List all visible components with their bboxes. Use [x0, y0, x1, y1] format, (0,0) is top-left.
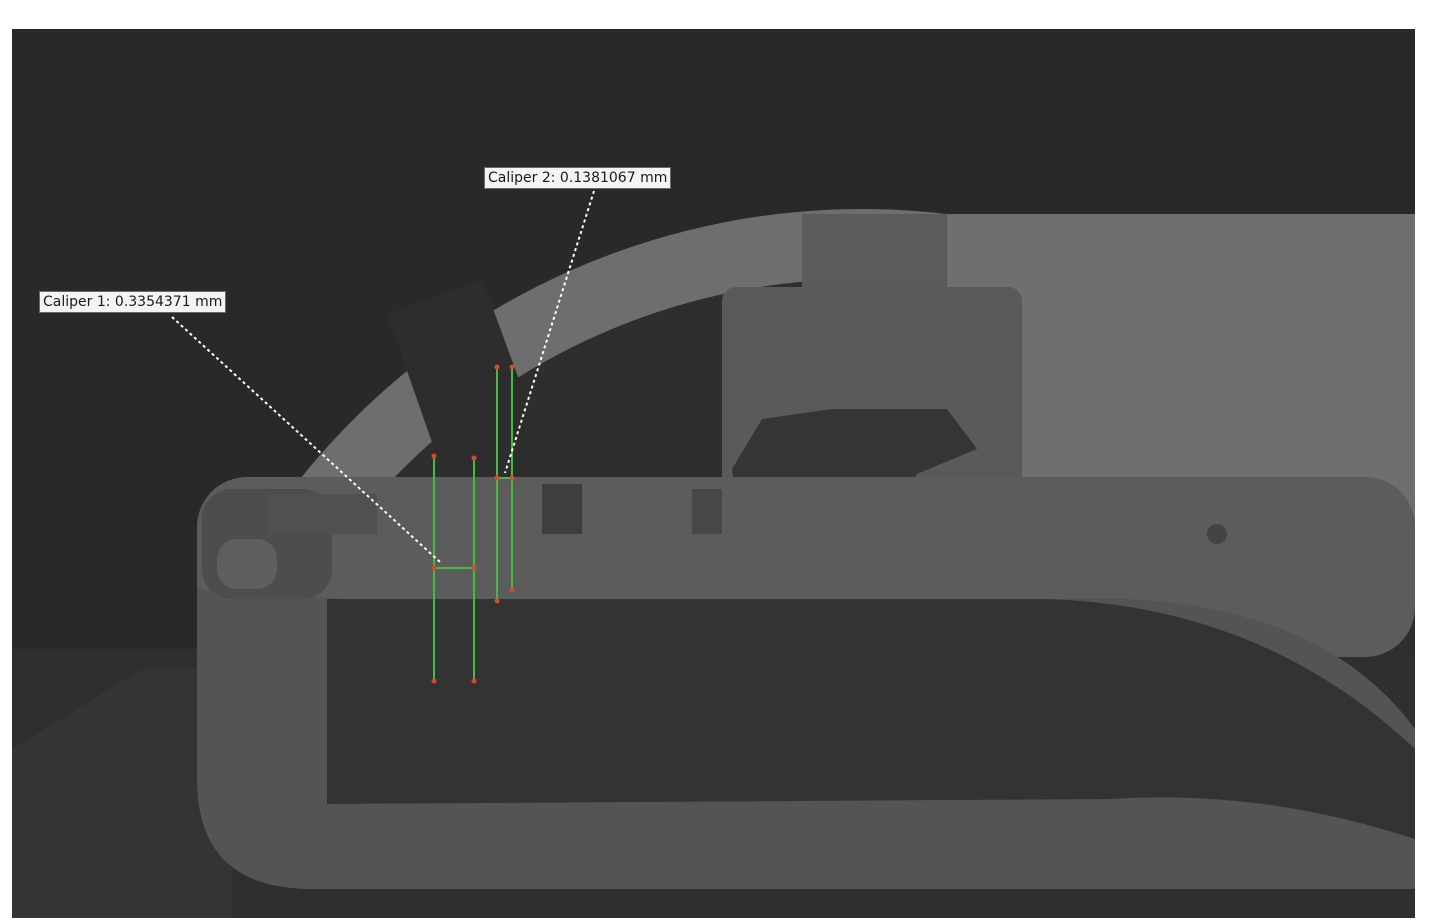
caliper-2-endpoint[interactable] — [494, 364, 500, 370]
caliper-1-endpoint[interactable] — [431, 453, 437, 459]
caliper-2-endpoint[interactable] — [509, 364, 515, 370]
caliper-2-leader-line — [504, 190, 595, 474]
xray-scan-image — [12, 29, 1415, 918]
caliper-1-leader-line — [171, 316, 441, 563]
body-detail-3 — [692, 489, 722, 534]
caliper-2-endpoint[interactable] — [509, 587, 515, 593]
caliper-2-label[interactable]: Caliper 2: 0.1381067 mm — [484, 167, 672, 189]
caliper-1-label[interactable]: Caliper 1: 0.3354371 mm — [39, 291, 227, 313]
body-detail-2 — [542, 484, 582, 534]
caliper-1-endpoint[interactable] — [431, 678, 437, 684]
caliper-1-endpoint[interactable] — [471, 565, 477, 571]
lower-left-shadow — [12, 669, 232, 918]
body-dot — [1207, 524, 1227, 544]
inner-cavity — [327, 599, 1415, 839]
body-detail-1 — [267, 494, 377, 534]
caliper-2-graphic[interactable] — [494, 364, 515, 604]
left-end-inner — [217, 539, 277, 589]
top-pin — [802, 214, 947, 294]
image-viewport[interactable]: Caliper 1: 0.3354371 mm Caliper 2: 0.138… — [12, 29, 1415, 918]
caliper-2-endpoint[interactable] — [509, 475, 515, 481]
caliper-2-endpoint[interactable] — [494, 598, 500, 604]
right-bright-region — [947, 214, 1415, 484]
caliper-1-endpoint[interactable] — [471, 455, 477, 461]
caliper-2-endpoint[interactable] — [494, 475, 500, 481]
caliper-1-endpoint[interactable] — [471, 678, 477, 684]
left-slot-gap — [387, 279, 552, 499]
caliper-1-graphic[interactable] — [431, 453, 477, 684]
caliper-1-endpoint[interactable] — [431, 565, 437, 571]
